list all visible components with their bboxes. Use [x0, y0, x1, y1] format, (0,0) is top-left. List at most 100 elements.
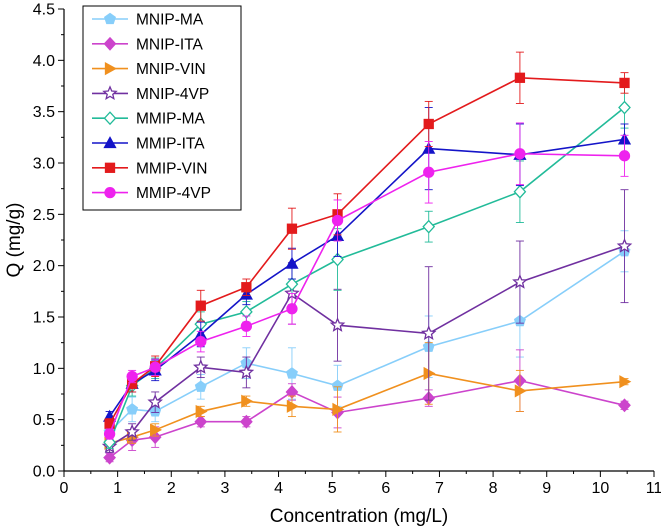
data-point [194, 380, 207, 392]
legend-marker [104, 162, 116, 173]
data-point [103, 450, 116, 465]
data-point [332, 402, 345, 416]
legend-marker [103, 136, 117, 149]
data-point [103, 428, 116, 440]
legend-label: MNIP-ITA [136, 36, 204, 53]
series-mnip-ma [103, 230, 631, 441]
data-point [194, 414, 208, 429]
series-mmip-4vp [103, 122, 631, 440]
legend-marker [102, 85, 118, 101]
series-line [109, 379, 625, 459]
legend-label: MMIP-VIN [136, 160, 207, 177]
data-point [286, 303, 298, 315]
y-tick-label: 0.5 [33, 412, 55, 429]
legend-label: MNIP-4VP [136, 86, 209, 103]
data-point [286, 223, 298, 234]
legend-item: MMIP-ITA [92, 136, 205, 153]
data-point [285, 256, 299, 269]
y-tick-label: 4.0 [33, 53, 55, 70]
y-ticks: 0.0 0.5 1.0 1.5 2.0 2.5 3.0 3.5 4.0 4.5 [33, 2, 64, 481]
x-tick-label: 1 [113, 480, 122, 497]
y-tick-label: 1.0 [33, 361, 55, 378]
plot-area [101, 51, 633, 465]
data-point [618, 398, 631, 413]
data-point [512, 273, 528, 289]
x-tick-label: 4 [274, 480, 283, 497]
x-tick-label: 11 [646, 480, 661, 497]
legend-marker [104, 62, 117, 76]
data-point [241, 394, 254, 408]
legend-item: MNIP-ITA [92, 36, 204, 53]
legend-marker [104, 12, 116, 25]
data-point [619, 77, 630, 89]
data-point [238, 364, 255, 380]
legend-marker [103, 36, 117, 51]
data-point [619, 375, 632, 389]
data-point [514, 148, 526, 160]
data-point [514, 384, 527, 398]
data-point [149, 361, 161, 373]
data-point [241, 282, 252, 293]
x-axis-title: Concentration (mg/L) [270, 506, 448, 527]
x-tick-label: 5 [328, 480, 337, 497]
legend-label: MNIP-MA [136, 12, 204, 29]
legend-label: MMIP-4VP [136, 185, 211, 202]
y-tick-label: 3.5 [33, 104, 55, 121]
legend-label: MNIP-VIN [136, 61, 206, 78]
y-tick-label: 0.0 [33, 464, 55, 481]
x-tick-label: 3 [220, 480, 229, 497]
data-point [195, 404, 208, 419]
x-tick-label: 9 [542, 480, 551, 497]
x-tick-label: 8 [489, 480, 498, 497]
data-point [192, 359, 209, 374]
data-point [124, 423, 140, 439]
data-point [423, 166, 435, 178]
y-tick-label: 4.5 [33, 2, 55, 19]
series-line [109, 250, 625, 433]
data-point [239, 414, 253, 429]
series-mnip-ita [103, 349, 631, 465]
data-point [147, 394, 163, 409]
data-point [286, 399, 299, 413]
x-tick-label: 7 [435, 480, 444, 497]
series-line [108, 152, 625, 435]
data-point [618, 100, 631, 115]
data-point [195, 335, 207, 348]
legend-item: MNIP-4VP [92, 85, 209, 103]
series-line [108, 76, 625, 425]
y-tick-label: 2.5 [33, 207, 55, 224]
legend-label: MMIP-MA [136, 111, 206, 128]
legend: MNIP-MA MNIP-ITA MNIP-VIN MNIP-4VP MMIP-MA MM… [82, 5, 242, 211]
data-point [423, 118, 434, 130]
data-point [126, 403, 139, 415]
data-point [285, 367, 298, 379]
series-line [108, 138, 625, 418]
legend-item: MNIP-VIN [92, 61, 206, 78]
data-point [331, 214, 344, 227]
x-ticks: 0 1 2 3 4 5 6 7 8 9 10 11 [60, 471, 661, 497]
data-point [150, 423, 163, 437]
y-tick-label: 1.5 [33, 310, 55, 327]
y-tick-label: 2.0 [33, 258, 55, 275]
data-point [331, 252, 344, 267]
legend-item: MMIP-4VP [92, 185, 211, 202]
data-point [126, 370, 138, 383]
data-point [616, 237, 633, 253]
legend-item: MMIP-VIN [92, 160, 207, 177]
series-line [109, 372, 625, 445]
x-tick-label: 6 [381, 480, 390, 497]
legend-item: MMIP-MA [92, 111, 206, 128]
data-point [513, 184, 527, 199]
data-point [329, 317, 346, 332]
x-tick-label: 10 [591, 480, 609, 497]
series-line [109, 245, 625, 448]
data-point [285, 277, 299, 292]
series-mnip-4vp [101, 189, 633, 453]
x-tick-label: 2 [167, 480, 176, 497]
legend-marker [103, 111, 117, 126]
y-axis-title: Q (mg/g) [4, 203, 25, 278]
data-point [195, 300, 206, 311]
legend-item: MNIP-MA [92, 12, 204, 29]
y-tick-label: 3.0 [33, 156, 55, 173]
